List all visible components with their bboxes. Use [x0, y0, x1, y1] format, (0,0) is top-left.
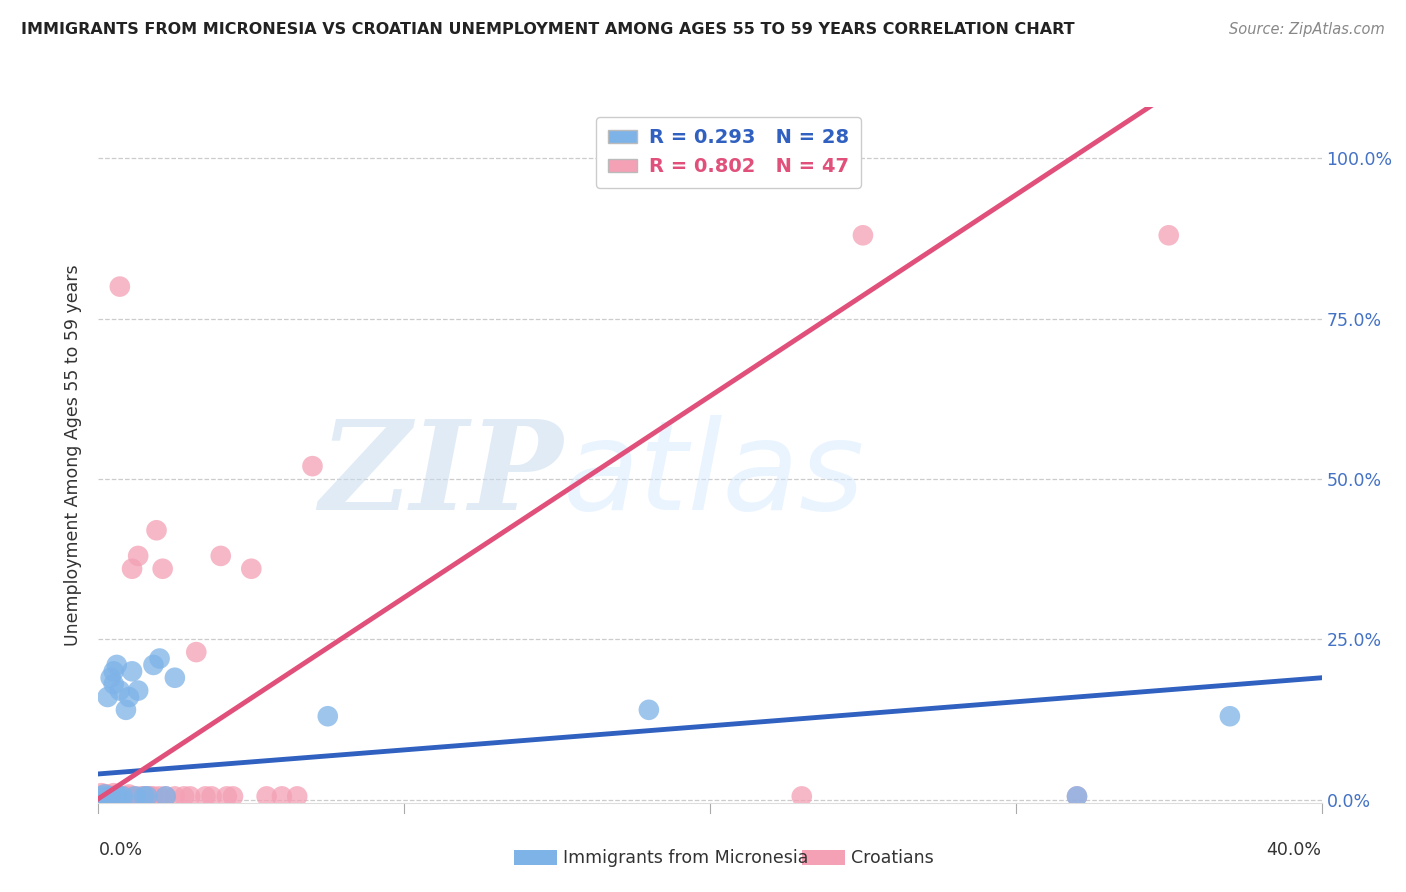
- Point: [90, 789, 112, 804]
- Point: [97, 789, 120, 804]
- Point: [790, 789, 813, 804]
- Point: [149, 651, 172, 665]
- Point: [155, 789, 177, 804]
- Point: [115, 789, 138, 804]
- Point: [637, 703, 661, 717]
- Point: [173, 789, 195, 804]
- Point: [111, 789, 134, 804]
- Point: [186, 645, 208, 659]
- Point: [316, 709, 339, 723]
- Point: [142, 657, 165, 672]
- Point: [1219, 709, 1241, 723]
- Point: [90, 786, 112, 800]
- Text: Croatians: Croatians: [851, 849, 934, 867]
- Point: [97, 690, 120, 704]
- Point: [139, 789, 162, 804]
- Point: [1066, 789, 1088, 804]
- Point: [118, 789, 141, 804]
- Point: [194, 789, 217, 804]
- Point: [121, 562, 143, 576]
- Point: [103, 677, 125, 691]
- Point: [103, 665, 125, 679]
- Point: [136, 789, 159, 804]
- Point: [105, 789, 128, 804]
- Point: [108, 279, 131, 293]
- Text: Source: ZipAtlas.com: Source: ZipAtlas.com: [1229, 22, 1385, 37]
- Point: [145, 523, 167, 537]
- Text: IMMIGRANTS FROM MICRONESIA VS CROATIAN UNEMPLOYMENT AMONG AGES 55 TO 59 YEARS CO: IMMIGRANTS FROM MICRONESIA VS CROATIAN U…: [21, 22, 1074, 37]
- Point: [118, 788, 141, 802]
- Point: [301, 459, 323, 474]
- Point: [134, 789, 156, 804]
- Point: [93, 788, 115, 802]
- Point: [152, 562, 174, 576]
- Point: [852, 228, 875, 243]
- Point: [100, 789, 122, 804]
- Point: [209, 549, 232, 563]
- Point: [111, 789, 134, 804]
- Point: [108, 789, 131, 804]
- Point: [129, 789, 152, 804]
- Point: [118, 690, 141, 704]
- Point: [121, 665, 143, 679]
- Point: [124, 789, 146, 804]
- Point: [105, 657, 128, 672]
- Text: 0.0%: 0.0%: [98, 841, 142, 859]
- Point: [163, 789, 186, 804]
- Point: [90, 789, 112, 804]
- Point: [100, 789, 122, 804]
- Text: 40.0%: 40.0%: [1267, 841, 1322, 859]
- Point: [100, 671, 122, 685]
- Text: Immigrants from Micronesia: Immigrants from Micronesia: [564, 849, 808, 867]
- Point: [93, 789, 115, 804]
- Point: [103, 789, 125, 804]
- Point: [1066, 789, 1088, 804]
- Point: [93, 788, 115, 802]
- Point: [256, 789, 278, 804]
- Point: [124, 789, 146, 804]
- Point: [155, 789, 177, 804]
- Point: [115, 703, 138, 717]
- Point: [103, 786, 125, 800]
- Point: [222, 789, 245, 804]
- Text: atlas: atlas: [564, 416, 865, 536]
- Point: [179, 789, 201, 804]
- Point: [97, 789, 120, 804]
- Point: [240, 562, 263, 576]
- FancyBboxPatch shape: [515, 850, 557, 865]
- Point: [105, 788, 128, 802]
- Point: [136, 789, 159, 804]
- Point: [142, 789, 165, 804]
- Point: [163, 671, 186, 685]
- Point: [149, 789, 172, 804]
- Legend: R = 0.293   N = 28, R = 0.802   N = 47: R = 0.293 N = 28, R = 0.802 N = 47: [596, 117, 860, 188]
- Point: [105, 789, 128, 804]
- Point: [285, 789, 308, 804]
- Point: [215, 789, 238, 804]
- Point: [100, 788, 122, 802]
- Point: [127, 683, 149, 698]
- Point: [270, 789, 292, 804]
- Text: ZIP: ZIP: [319, 415, 564, 537]
- FancyBboxPatch shape: [801, 850, 845, 865]
- Point: [108, 683, 131, 698]
- Y-axis label: Unemployment Among Ages 55 to 59 years: Unemployment Among Ages 55 to 59 years: [65, 264, 83, 646]
- Point: [200, 789, 222, 804]
- Point: [127, 549, 149, 563]
- Point: [1157, 228, 1180, 243]
- Point: [97, 788, 120, 802]
- Point: [134, 789, 156, 804]
